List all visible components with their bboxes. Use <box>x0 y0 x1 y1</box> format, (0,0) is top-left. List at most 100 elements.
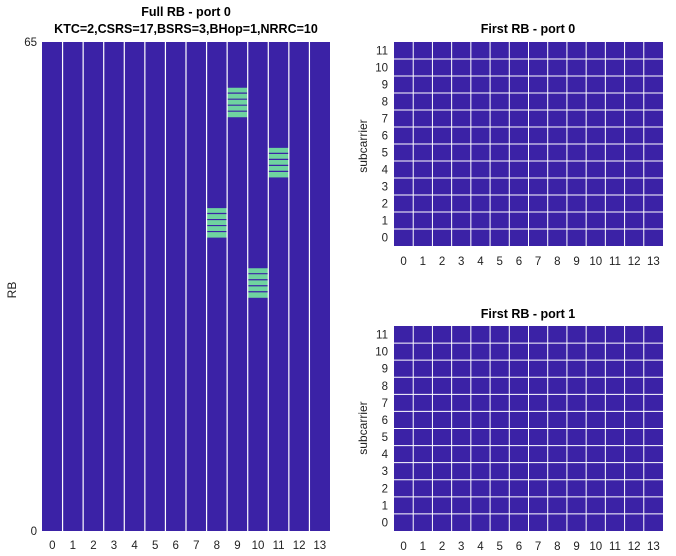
active-rb-cell <box>227 99 248 106</box>
y-tick-label: 7 <box>382 398 388 410</box>
active-rb-cell <box>206 213 228 220</box>
active-rb-cell <box>227 111 248 118</box>
x-tick-label: 13 <box>313 540 326 552</box>
x-tick-label: 0 <box>49 540 55 552</box>
x-tick-label: 10 <box>589 256 602 268</box>
y-tick-label: 0 <box>382 517 388 529</box>
first-rb-port1-title: First RB - port 1 <box>481 307 575 321</box>
x-tick-label: 5 <box>152 540 158 552</box>
active-rb-cell <box>268 159 289 166</box>
x-tick-label: 12 <box>628 256 641 268</box>
y-tick-label: 0 <box>382 233 388 245</box>
first-rb-port0-title: First RB - port 0 <box>481 22 575 36</box>
active-rb-cell <box>247 267 269 274</box>
full-rb-panel: Full RB - port 0 KTC=2,CSRS=17,BSRS=3,BH… <box>5 5 330 552</box>
x-tick-label: 9 <box>573 256 579 268</box>
x-tick-label: 4 <box>477 256 484 268</box>
y-tick-label: 8 <box>382 381 388 393</box>
full-rb-ylabel: RB <box>5 282 19 299</box>
active-rb-cell <box>227 87 248 94</box>
active-rb-cell <box>247 291 269 298</box>
active-rb-cell <box>247 273 269 280</box>
x-tick-label: 9 <box>234 540 240 552</box>
active-rb-cell <box>268 153 289 160</box>
x-tick-label: 8 <box>214 540 220 552</box>
x-tick-label: 8 <box>554 541 560 553</box>
active-rb-cell <box>268 147 289 154</box>
active-rb-cell <box>206 207 228 214</box>
active-rb-cell <box>227 105 248 112</box>
x-tick-label: 2 <box>90 540 96 552</box>
x-tick-label: 7 <box>535 256 541 268</box>
x-tick-label: 11 <box>609 541 621 553</box>
x-tick-label: 2 <box>439 256 445 268</box>
full-rb-title: Full RB - port 0 <box>141 5 231 19</box>
x-tick-label: 1 <box>420 256 426 268</box>
x-tick-label: 1 <box>70 540 76 552</box>
x-tick-label: 13 <box>647 541 660 553</box>
x-tick-label: 3 <box>458 256 464 268</box>
first-rb-port0-ylabel: subcarrier <box>356 119 370 172</box>
y-tick-label: 3 <box>382 182 388 194</box>
x-tick-label: 1 <box>420 541 426 553</box>
y-tick-label: 11 <box>376 330 388 342</box>
x-tick-label: 4 <box>477 541 484 553</box>
active-rb-cell <box>206 225 228 232</box>
x-tick-label: 10 <box>252 540 265 552</box>
y-tick-label: 2 <box>382 199 388 211</box>
y-tick-label: 0 <box>31 526 37 538</box>
y-tick-label: 3 <box>382 466 388 478</box>
active-rb-cell <box>268 165 289 172</box>
y-tick-label: 65 <box>24 37 37 49</box>
active-rb-cell <box>247 279 269 286</box>
x-tick-label: 4 <box>131 540 138 552</box>
y-tick-label: 8 <box>382 97 388 109</box>
y-tick-label: 11 <box>376 46 388 58</box>
y-tick-label: 10 <box>375 347 388 359</box>
y-tick-label: 9 <box>382 80 388 92</box>
active-rb-cell <box>206 219 228 226</box>
x-tick-label: 8 <box>554 256 560 268</box>
x-tick-label: 12 <box>293 540 306 552</box>
active-rb-cell <box>227 93 248 100</box>
y-tick-label: 7 <box>382 114 388 126</box>
x-tick-label: 6 <box>173 540 179 552</box>
x-tick-label: 2 <box>439 541 445 553</box>
y-tick-label: 6 <box>382 131 388 143</box>
x-tick-label: 9 <box>573 541 579 553</box>
x-tick-label: 11 <box>609 256 621 268</box>
y-tick-label: 9 <box>382 364 388 376</box>
y-tick-label: 4 <box>382 165 389 177</box>
x-tick-label: 0 <box>400 256 406 268</box>
x-tick-label: 6 <box>516 541 522 553</box>
y-tick-label: 6 <box>382 415 388 427</box>
x-tick-label: 6 <box>516 256 522 268</box>
active-rb-cell <box>206 231 228 238</box>
x-tick-label: 7 <box>535 541 541 553</box>
x-tick-label: 7 <box>193 540 199 552</box>
x-tick-label: 0 <box>400 541 406 553</box>
y-tick-label: 10 <box>375 63 388 75</box>
x-tick-label: 3 <box>111 540 117 552</box>
y-tick-label: 4 <box>382 449 389 461</box>
first-rb-port1-ylabel: subcarrier <box>356 401 370 454</box>
x-tick-label: 13 <box>647 256 660 268</box>
x-tick-label: 12 <box>628 541 641 553</box>
x-tick-label: 5 <box>496 541 502 553</box>
y-tick-label: 5 <box>382 432 388 444</box>
active-rb-cell <box>247 285 269 292</box>
x-tick-label: 3 <box>458 541 464 553</box>
y-tick-label: 1 <box>382 500 388 512</box>
active-rb-cell <box>268 171 289 178</box>
x-tick-label: 11 <box>273 540 285 552</box>
y-tick-label: 2 <box>382 483 388 495</box>
full-rb-subtitle: KTC=2,CSRS=17,BSRS=3,BHop=1,NRRC=10 <box>54 22 318 36</box>
y-tick-label: 5 <box>382 148 388 160</box>
x-tick-label: 10 <box>589 541 602 553</box>
